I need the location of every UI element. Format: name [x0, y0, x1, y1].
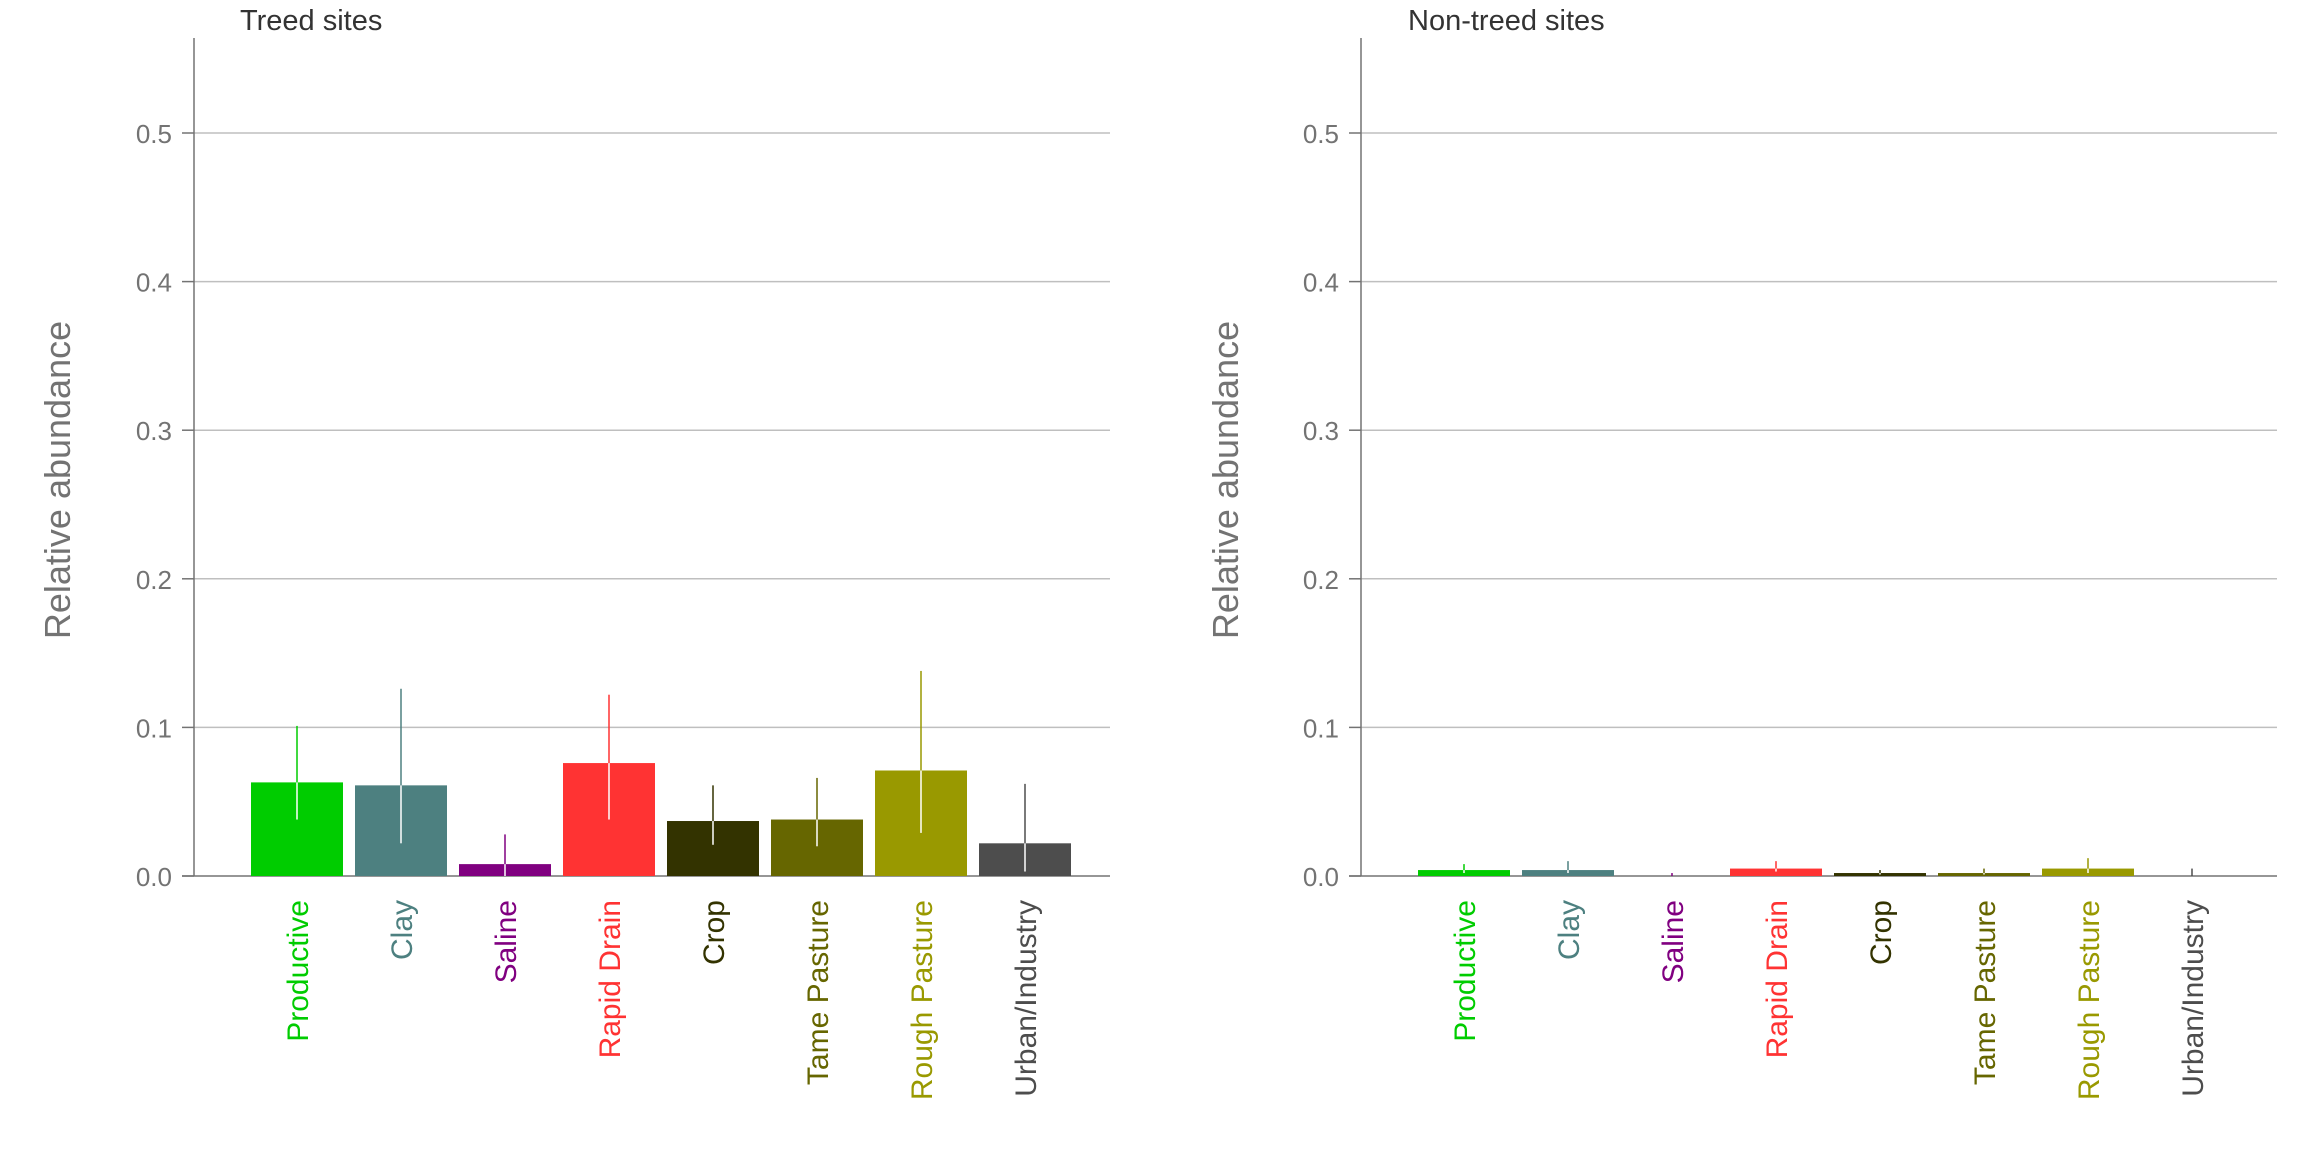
y-tick-label: 0.1 [136, 713, 172, 743]
y-axis-label: Relative abundance [1205, 321, 1246, 639]
x-tick-label: Tame Pasture [1969, 900, 2002, 1085]
x-tick-label: Clay [1553, 900, 1586, 960]
chart-panel-2: Non-treed sites Relative abundance 0.0 0.1 0… [1205, 5, 2277, 1100]
bar-tame-pasture [1938, 873, 2030, 876]
x-tick-label: Rapid Drain [1761, 900, 1794, 1058]
x-tick-label: Crop [1865, 900, 1898, 965]
y-tick-label: 0.4 [136, 268, 172, 298]
y-tick-label: 0.5 [1303, 119, 1339, 149]
x-tick-label: Productive [282, 900, 315, 1042]
x-tick-label: Urban/Industry [2177, 900, 2210, 1097]
x-tick-label: Saline [490, 900, 523, 983]
y-tick-label: 0.3 [136, 416, 172, 446]
y-tick-label: 0.1 [1303, 713, 1339, 743]
x-tick-label: Rapid Drain [594, 900, 627, 1058]
x-tick-label: Saline [1657, 900, 1690, 983]
x-tick-label: Tame Pasture [802, 900, 835, 1085]
x-tick-label: Urban/Industry [1010, 900, 1043, 1097]
x-tick-label: Crop [698, 900, 731, 965]
y-tick-label: 0.2 [136, 565, 172, 595]
y-tick-label: 0.5 [136, 119, 172, 149]
y-tick-label: 0.4 [1303, 268, 1339, 298]
chart-title: Treed sites [240, 5, 382, 37]
x-tick-label: Rough Pasture [2073, 900, 2106, 1100]
x-tick-label: Productive [1449, 900, 1482, 1042]
chart-panel-1: Treed sites Relative abundance 0.0 0.1 0.2 0.… [37, 5, 1110, 1100]
y-tick-label: 0.0 [136, 862, 172, 892]
y-tick-label: 0.0 [1303, 862, 1339, 892]
y-tick-label: 0.3 [1303, 416, 1339, 446]
chart-title: Non-treed sites [1408, 5, 1605, 37]
x-tick-label: Clay [386, 900, 419, 960]
bar-rapid-drain [1730, 868, 1822, 876]
bar-crop [1834, 873, 1926, 876]
y-tick-label: 0.2 [1303, 565, 1339, 595]
y-axis-label: Relative abundance [37, 321, 78, 639]
x-tick-label: Rough Pasture [906, 900, 939, 1100]
